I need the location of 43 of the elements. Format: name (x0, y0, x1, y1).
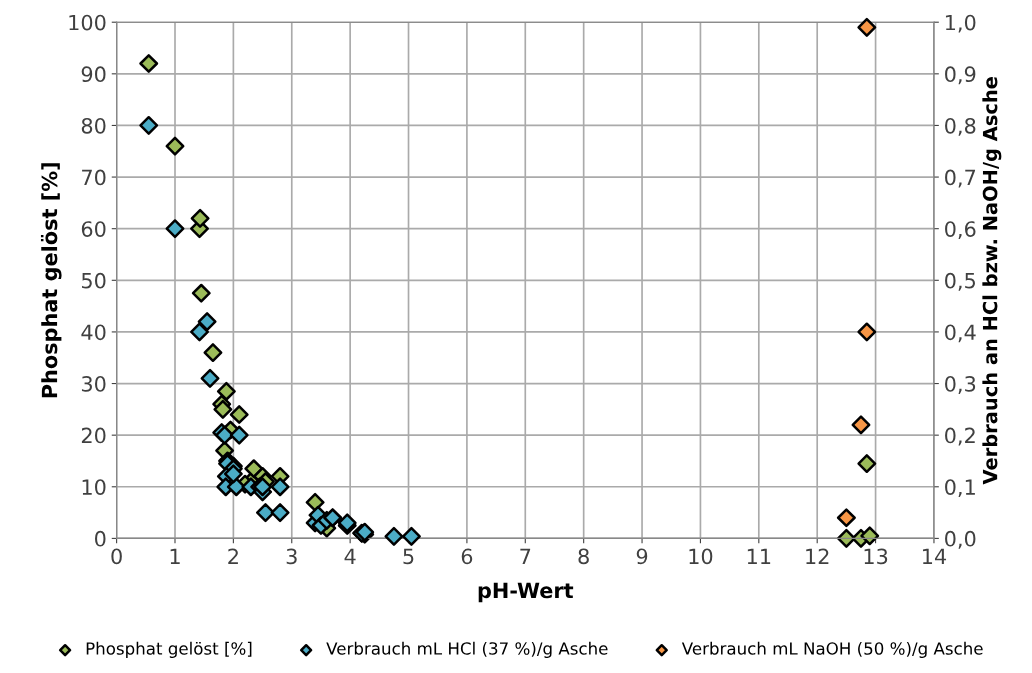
x-tick-label: 3 (286, 548, 297, 565)
y-tick-label: 60 (81, 221, 106, 237)
y2-tick-label: 0,3 (945, 376, 976, 394)
y2-tick-label: 0,8 (945, 117, 976, 136)
x-tick-label: 5 (403, 548, 414, 565)
y2-tick-label: 1,0 (945, 14, 976, 33)
x-tick-label: 11 (747, 548, 771, 564)
x-tick-label: 2 (228, 548, 238, 564)
y-tick-label: 10 (82, 479, 106, 495)
x-tick-label: 7 (520, 548, 531, 564)
x-tick-label: 4 (344, 548, 356, 564)
x-tick-label: 6 (461, 548, 473, 565)
legend-label: Verbrauch mL NaOH (50 %)/g Asche (681, 641, 983, 658)
x-tick-label: 13 (864, 548, 888, 565)
x-tick-label: 9 (636, 548, 648, 565)
y2-tick-label: 0,4 (945, 324, 976, 343)
x-tick-label: 1 (170, 548, 180, 564)
y2-tick-label: 0,6 (945, 221, 976, 240)
legend-label: Phosphat gelöst [%] (86, 641, 252, 658)
y2-tick-label: 0,1 (945, 479, 975, 498)
y-axis-title: Phosphat gelöst [%] (40, 163, 62, 398)
x-axis-title: pH-Wert (478, 582, 574, 603)
y-tick-label: 100 (69, 14, 106, 31)
x-tick-label: 8 (578, 548, 589, 565)
legend-label: Verbrauch mL HCl (37 %)/g Asche (326, 641, 608, 658)
x-tick-label: 10 (689, 548, 713, 565)
y2-tick-label: 0,7 (945, 169, 976, 188)
x-tick-label: 12 (806, 548, 829, 564)
y2-tick-label: 0,2 (945, 427, 975, 446)
y-tick-label: 70 (82, 169, 106, 186)
y2-tick-label: 0,9 (945, 66, 976, 85)
y2-tick-label: 0,0 (945, 530, 976, 549)
y-tick-label: 90 (81, 66, 106, 83)
y-tick-label: 80 (81, 117, 106, 134)
y2-tick-label: 0,5 (945, 272, 975, 291)
y-tick-label: 20 (81, 427, 106, 444)
y2-axis-title: Verbrauch an HCl bzw. NaOH/g Asche (982, 77, 1002, 485)
y-tick-label: 50 (81, 272, 106, 289)
x-tick-label: 0 (111, 548, 122, 565)
y-tick-label: 30 (81, 376, 106, 392)
y-tick-label: 40 (81, 324, 106, 341)
x-tick-label: 14 (922, 548, 947, 564)
y-tick-label: 0 (95, 530, 106, 547)
